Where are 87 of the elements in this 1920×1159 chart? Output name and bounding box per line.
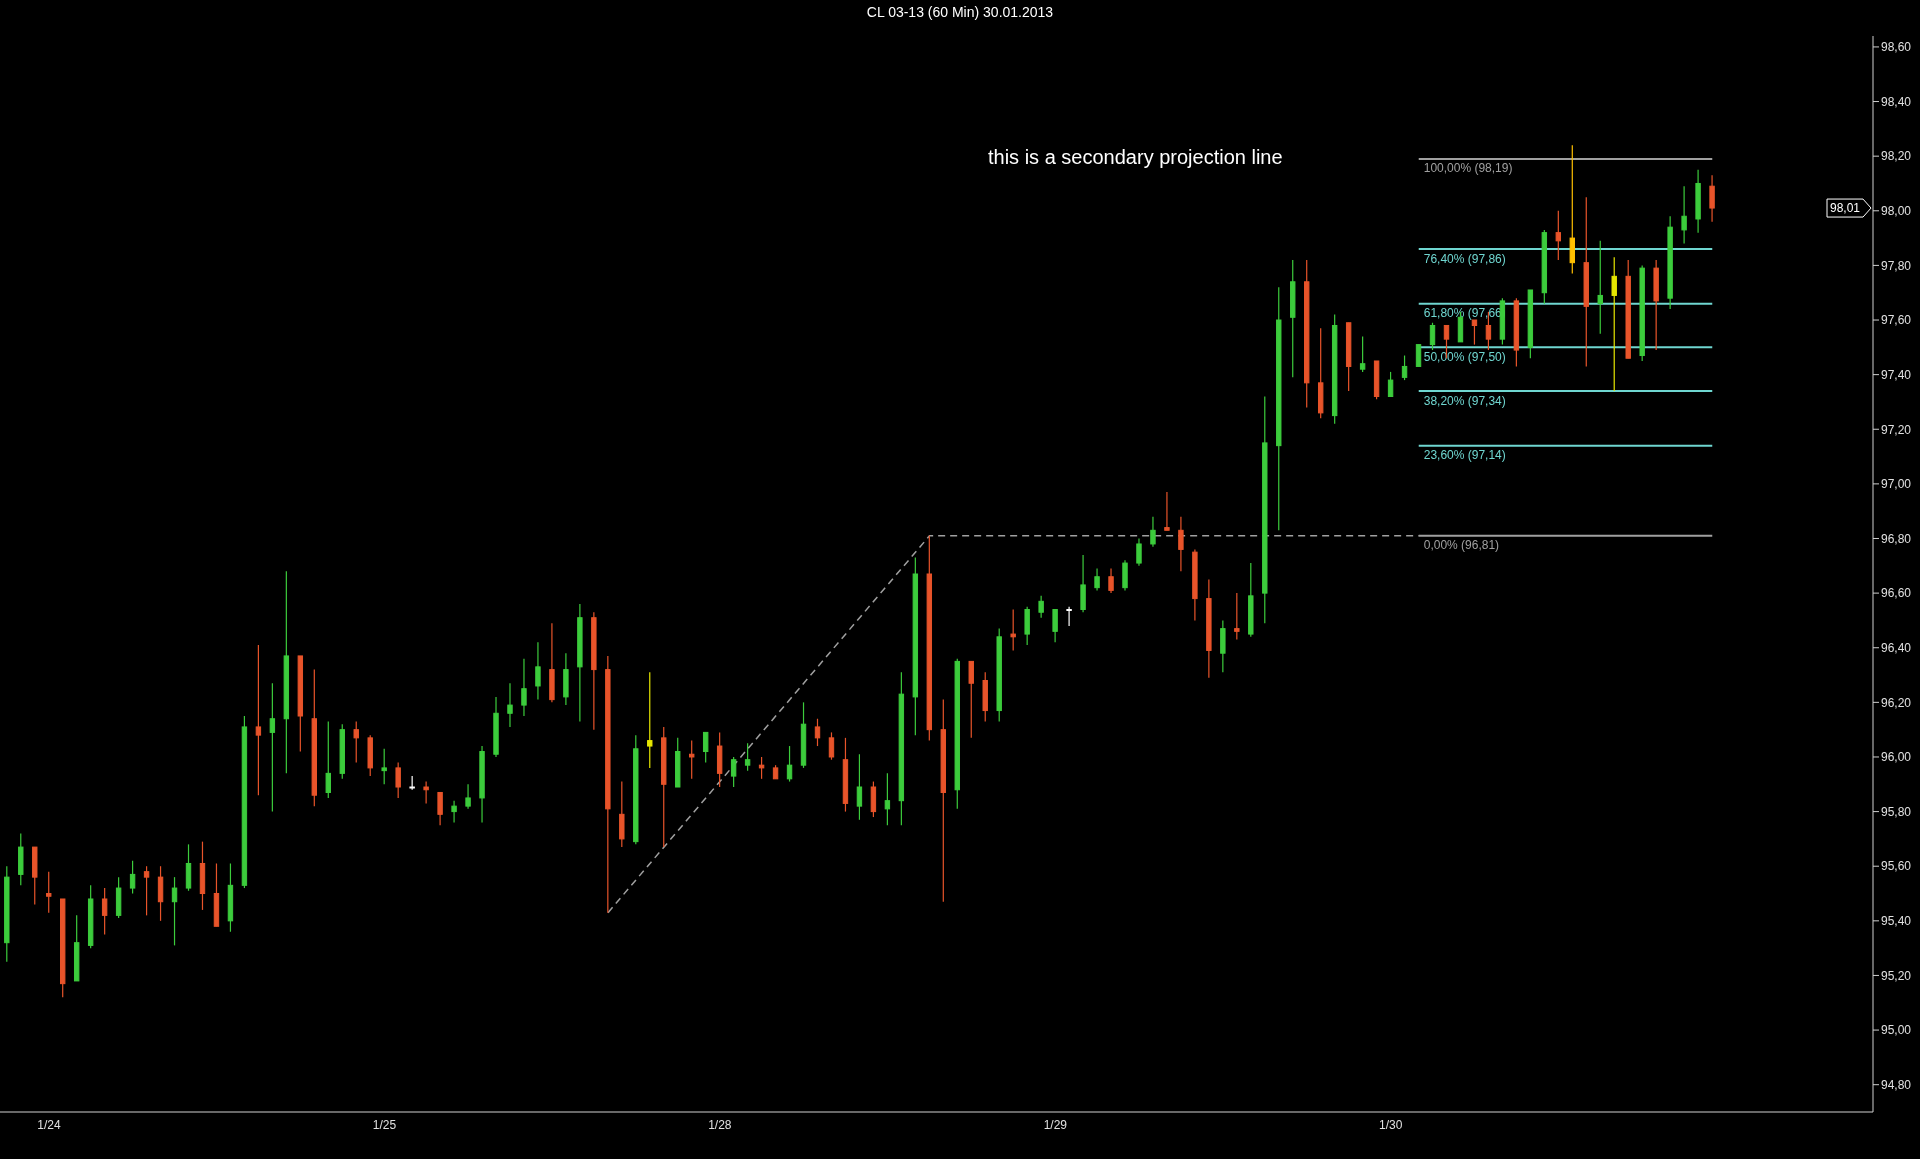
candlestick (395, 761, 401, 799)
candlestick (884, 772, 891, 826)
candlestick (1136, 537, 1142, 567)
candlestick (1555, 210, 1562, 261)
y-tick-label: 98,20 (1881, 149, 1912, 164)
x-tick-label: 1/30 (1379, 1117, 1403, 1132)
candlestick (647, 671, 653, 769)
candlestick (1010, 608, 1016, 652)
annotation: this is a secondary projection line (988, 146, 1283, 169)
y-tick-label: 97,80 (1881, 258, 1912, 273)
x-tick-label: 1/28 (708, 1117, 732, 1132)
candlestick (1178, 516, 1184, 572)
candlestick (1611, 256, 1617, 392)
ref-line-label: 0,00% (96,81) (1423, 538, 1500, 553)
candlestick (269, 682, 276, 813)
chart-title: CL 03-13 (60 Min) 30.01.2013 (865, 3, 1055, 22)
candlestick (465, 783, 471, 810)
ref-line-label: 76,40% (97,86) (1423, 251, 1506, 266)
candlestick (1709, 174, 1715, 223)
y-tick-label: 94,80 (1881, 1077, 1912, 1092)
ref-line-label: 100,00% (98,19) (1423, 161, 1513, 176)
candlestick (1108, 567, 1114, 594)
candlestick (255, 644, 262, 796)
y-tick-label: 98,60 (1881, 40, 1912, 55)
candlestick (702, 731, 709, 764)
candlestick (46, 871, 52, 914)
y-tick-label: 98,00 (1881, 204, 1912, 219)
y-tick-label: 97,60 (1881, 313, 1912, 328)
y-tick-label: 98,40 (1881, 94, 1912, 109)
candlestick (1471, 319, 1478, 346)
candlestick (786, 745, 793, 783)
y-tick-label: 95,40 (1881, 914, 1912, 929)
candlestick (409, 775, 415, 791)
candlestick (1429, 322, 1436, 351)
y-tick-label: 96,40 (1881, 641, 1912, 655)
candlestick (1094, 567, 1100, 591)
candlestick (1052, 608, 1058, 643)
y-tick-label: 96,60 (1881, 586, 1912, 601)
ref-line-label: 50,00% (97,50) (1423, 349, 1506, 364)
candlestick (1066, 606, 1072, 627)
candlestick (744, 742, 751, 772)
y-tick-label: 95,20 (1881, 968, 1912, 983)
candlestick (451, 800, 457, 824)
candlestick (353, 720, 359, 764)
y-tick-label: 96,80 (1881, 531, 1912, 546)
candlestick (423, 780, 429, 804)
candlestick (730, 756, 737, 788)
ref-line-label: 38,20% (97,34) (1423, 393, 1506, 408)
y-tick-label: 97,40 (1881, 367, 1912, 382)
y-tick-label: 96,00 (1881, 750, 1912, 765)
candlestick (1681, 185, 1687, 245)
candlestick (143, 865, 150, 916)
candlestick (1387, 371, 1394, 398)
candlestick (814, 718, 821, 747)
annotation: 98,01 (1829, 201, 1861, 216)
y-tick-label: 95,00 (1881, 1023, 1912, 1038)
ref-line-label: 23,60% (97,14) (1423, 448, 1506, 463)
candlestick (1415, 344, 1422, 367)
candlestick (325, 720, 331, 799)
candlestick (1234, 592, 1240, 641)
candlestick (1150, 516, 1156, 548)
candlestick (129, 860, 136, 895)
y-tick-label: 96,20 (1881, 695, 1912, 710)
candlestick (1401, 354, 1408, 381)
candlestick (1359, 335, 1366, 373)
candlestick (828, 731, 835, 761)
candlestick (856, 753, 863, 821)
x-tick-label: 1/29 (1043, 1117, 1068, 1132)
candlestick (968, 660, 974, 739)
candlestick (1597, 240, 1603, 335)
candlestick (1164, 491, 1170, 531)
y-tick-label: 97,20 (1881, 422, 1912, 437)
candlestick (437, 791, 443, 826)
candlestick (689, 739, 695, 780)
candlestick (535, 641, 541, 701)
candlestick (101, 887, 108, 936)
candlestick (507, 682, 513, 728)
y-tick-label: 95,60 (1881, 859, 1912, 874)
candlestick (381, 748, 387, 785)
candlestick (758, 756, 765, 780)
candlestick (171, 876, 178, 947)
candlestick (521, 658, 527, 717)
candlestick (1038, 595, 1044, 619)
y-tick-label: 97,00 (1881, 477, 1912, 492)
y-tick-label: 95,80 (1881, 804, 1912, 819)
x-tick-label: 1/24 (37, 1117, 61, 1132)
x-tick-label: 1/25 (372, 1117, 397, 1132)
